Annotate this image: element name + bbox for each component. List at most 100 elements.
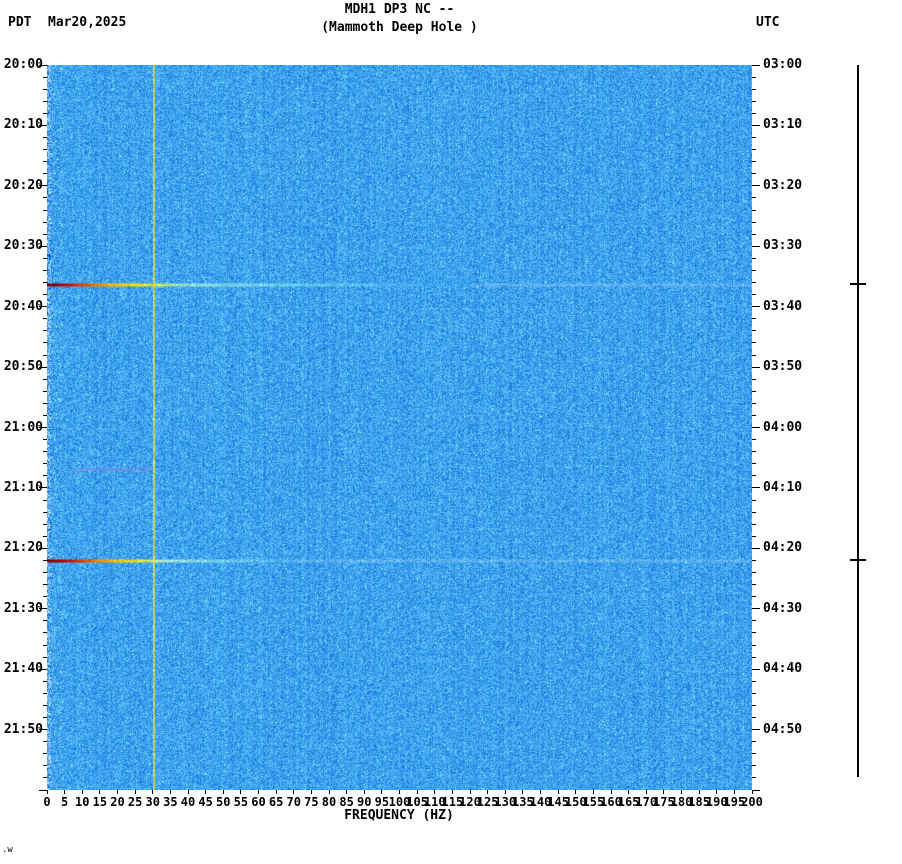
freq-tick-bottom <box>293 790 295 794</box>
time-tick-left <box>39 668 47 670</box>
time-label-right: 03:00 <box>763 57 803 72</box>
freq-tick-label: 165 <box>617 795 640 809</box>
time-tick-right <box>752 656 756 658</box>
freq-tick-label: 40 <box>180 795 196 809</box>
freq-tick-bottom <box>540 790 541 794</box>
time-label-left: 21:50 <box>3 721 43 737</box>
time-tick-right <box>752 608 760 610</box>
time-tick-left <box>43 88 47 90</box>
time-tick-left <box>39 427 47 428</box>
time-label-left: 21:20 <box>3 540 43 556</box>
time-tick-left <box>43 209 47 211</box>
time-tick-left <box>43 112 47 114</box>
time-tick-right <box>752 209 756 211</box>
time-tick-left <box>43 704 47 706</box>
time-tick-right <box>752 427 760 428</box>
time-tick-left <box>39 306 47 308</box>
freq-tick-bottom <box>399 790 400 794</box>
time-tick-right <box>752 245 760 247</box>
time-tick-right <box>752 523 756 525</box>
time-tick-left <box>43 257 47 259</box>
time-tick-left <box>43 777 47 779</box>
time-tick-left <box>43 173 47 175</box>
time-tick-left <box>43 221 47 223</box>
time-tick-right <box>752 487 760 489</box>
time-tick-left <box>43 499 47 501</box>
time-label-right: 04:00 <box>763 419 803 435</box>
time-tick-right <box>752 354 756 356</box>
time-tick-left <box>43 402 47 404</box>
freq-tick-label: 110 <box>423 795 446 809</box>
time-label-left: 20:40 <box>3 298 43 314</box>
freq-tick-label: 130 <box>494 795 517 809</box>
time-tick-right <box>752 644 756 646</box>
chart-title: MDH1 DP3 NC -- <box>344 2 455 17</box>
time-tick-left <box>43 149 47 151</box>
time-tick-left <box>43 354 47 356</box>
time-tick-right <box>752 330 756 332</box>
freq-tick-label: 190 <box>705 795 728 809</box>
freq-tick-label: 125 <box>476 795 499 809</box>
time-tick-right <box>752 402 756 404</box>
freq-tick-label: 90 <box>357 795 372 809</box>
time-tick-left <box>39 185 47 187</box>
time-tick-right <box>752 390 756 392</box>
freq-tick-label: 75 <box>304 795 319 809</box>
freq-tick-bottom <box>698 790 700 794</box>
time-tick-right <box>752 584 756 586</box>
freq-tick-label: 100 <box>388 795 411 809</box>
time-tick-left <box>39 547 47 549</box>
time-tick-right <box>752 741 756 743</box>
time-tick-left <box>39 366 47 368</box>
time-tick-left <box>43 535 47 537</box>
freq-tick-bottom <box>610 790 612 794</box>
time-tick-right <box>752 475 756 477</box>
freq-tick-label: 35 <box>163 795 178 809</box>
time-tick-right <box>752 439 756 441</box>
time-label-right: 03:40 <box>763 298 803 314</box>
time-tick-right <box>752 294 756 296</box>
time-label-right: 04:40 <box>763 661 803 677</box>
time-tick-left <box>43 390 47 392</box>
time-tick-left <box>39 124 47 126</box>
time-tick-right <box>752 257 756 259</box>
time-tick-right <box>752 306 760 308</box>
freq-tick-bottom <box>275 790 277 794</box>
time-label-right: 03:20 <box>763 177 803 193</box>
time-tick-right <box>752 765 756 767</box>
time-tick-left <box>43 656 47 658</box>
time-tick-left <box>43 559 47 561</box>
freq-tick-label: 65 <box>268 795 284 809</box>
time-tick-right <box>752 342 756 344</box>
time-tick-left <box>43 342 47 344</box>
time-tick-right <box>752 88 756 90</box>
freq-tick-bottom <box>434 790 436 794</box>
freq-tick-bottom <box>663 790 665 794</box>
freq-tick-label: 155 <box>582 795 605 809</box>
time-tick-left <box>43 439 47 441</box>
timezone-left-label: PDT <box>8 15 32 30</box>
time-tick-right <box>752 378 756 380</box>
time-tick-right <box>752 100 756 102</box>
freq-tick-bottom <box>645 790 647 794</box>
time-tick-left <box>43 523 47 525</box>
freq-tick-bottom <box>117 790 118 794</box>
freq-tick-label: 170 <box>635 795 658 809</box>
time-label-left: 20:30 <box>3 238 43 254</box>
freq-tick-label: 70 <box>286 795 301 809</box>
freq-tick-label: 135 <box>512 795 534 809</box>
freq-tick-label: 115 <box>441 795 464 809</box>
time-label-left: 21:00 <box>3 419 43 435</box>
freq-tick-label: 0 <box>43 795 51 809</box>
freq-tick-label: 5 <box>61 795 69 809</box>
freq-tick-bottom <box>381 790 383 794</box>
time-tick-left <box>39 789 47 791</box>
time-tick-right <box>752 789 760 791</box>
time-tick-left <box>39 729 47 731</box>
time-label-right: 03:50 <box>763 359 803 375</box>
time-tick-right <box>752 572 756 573</box>
freq-tick-label: 20 <box>110 795 125 809</box>
freq-tick-label: 120 <box>459 795 481 809</box>
time-tick-left <box>39 608 47 610</box>
freq-tick-bottom <box>504 790 506 794</box>
